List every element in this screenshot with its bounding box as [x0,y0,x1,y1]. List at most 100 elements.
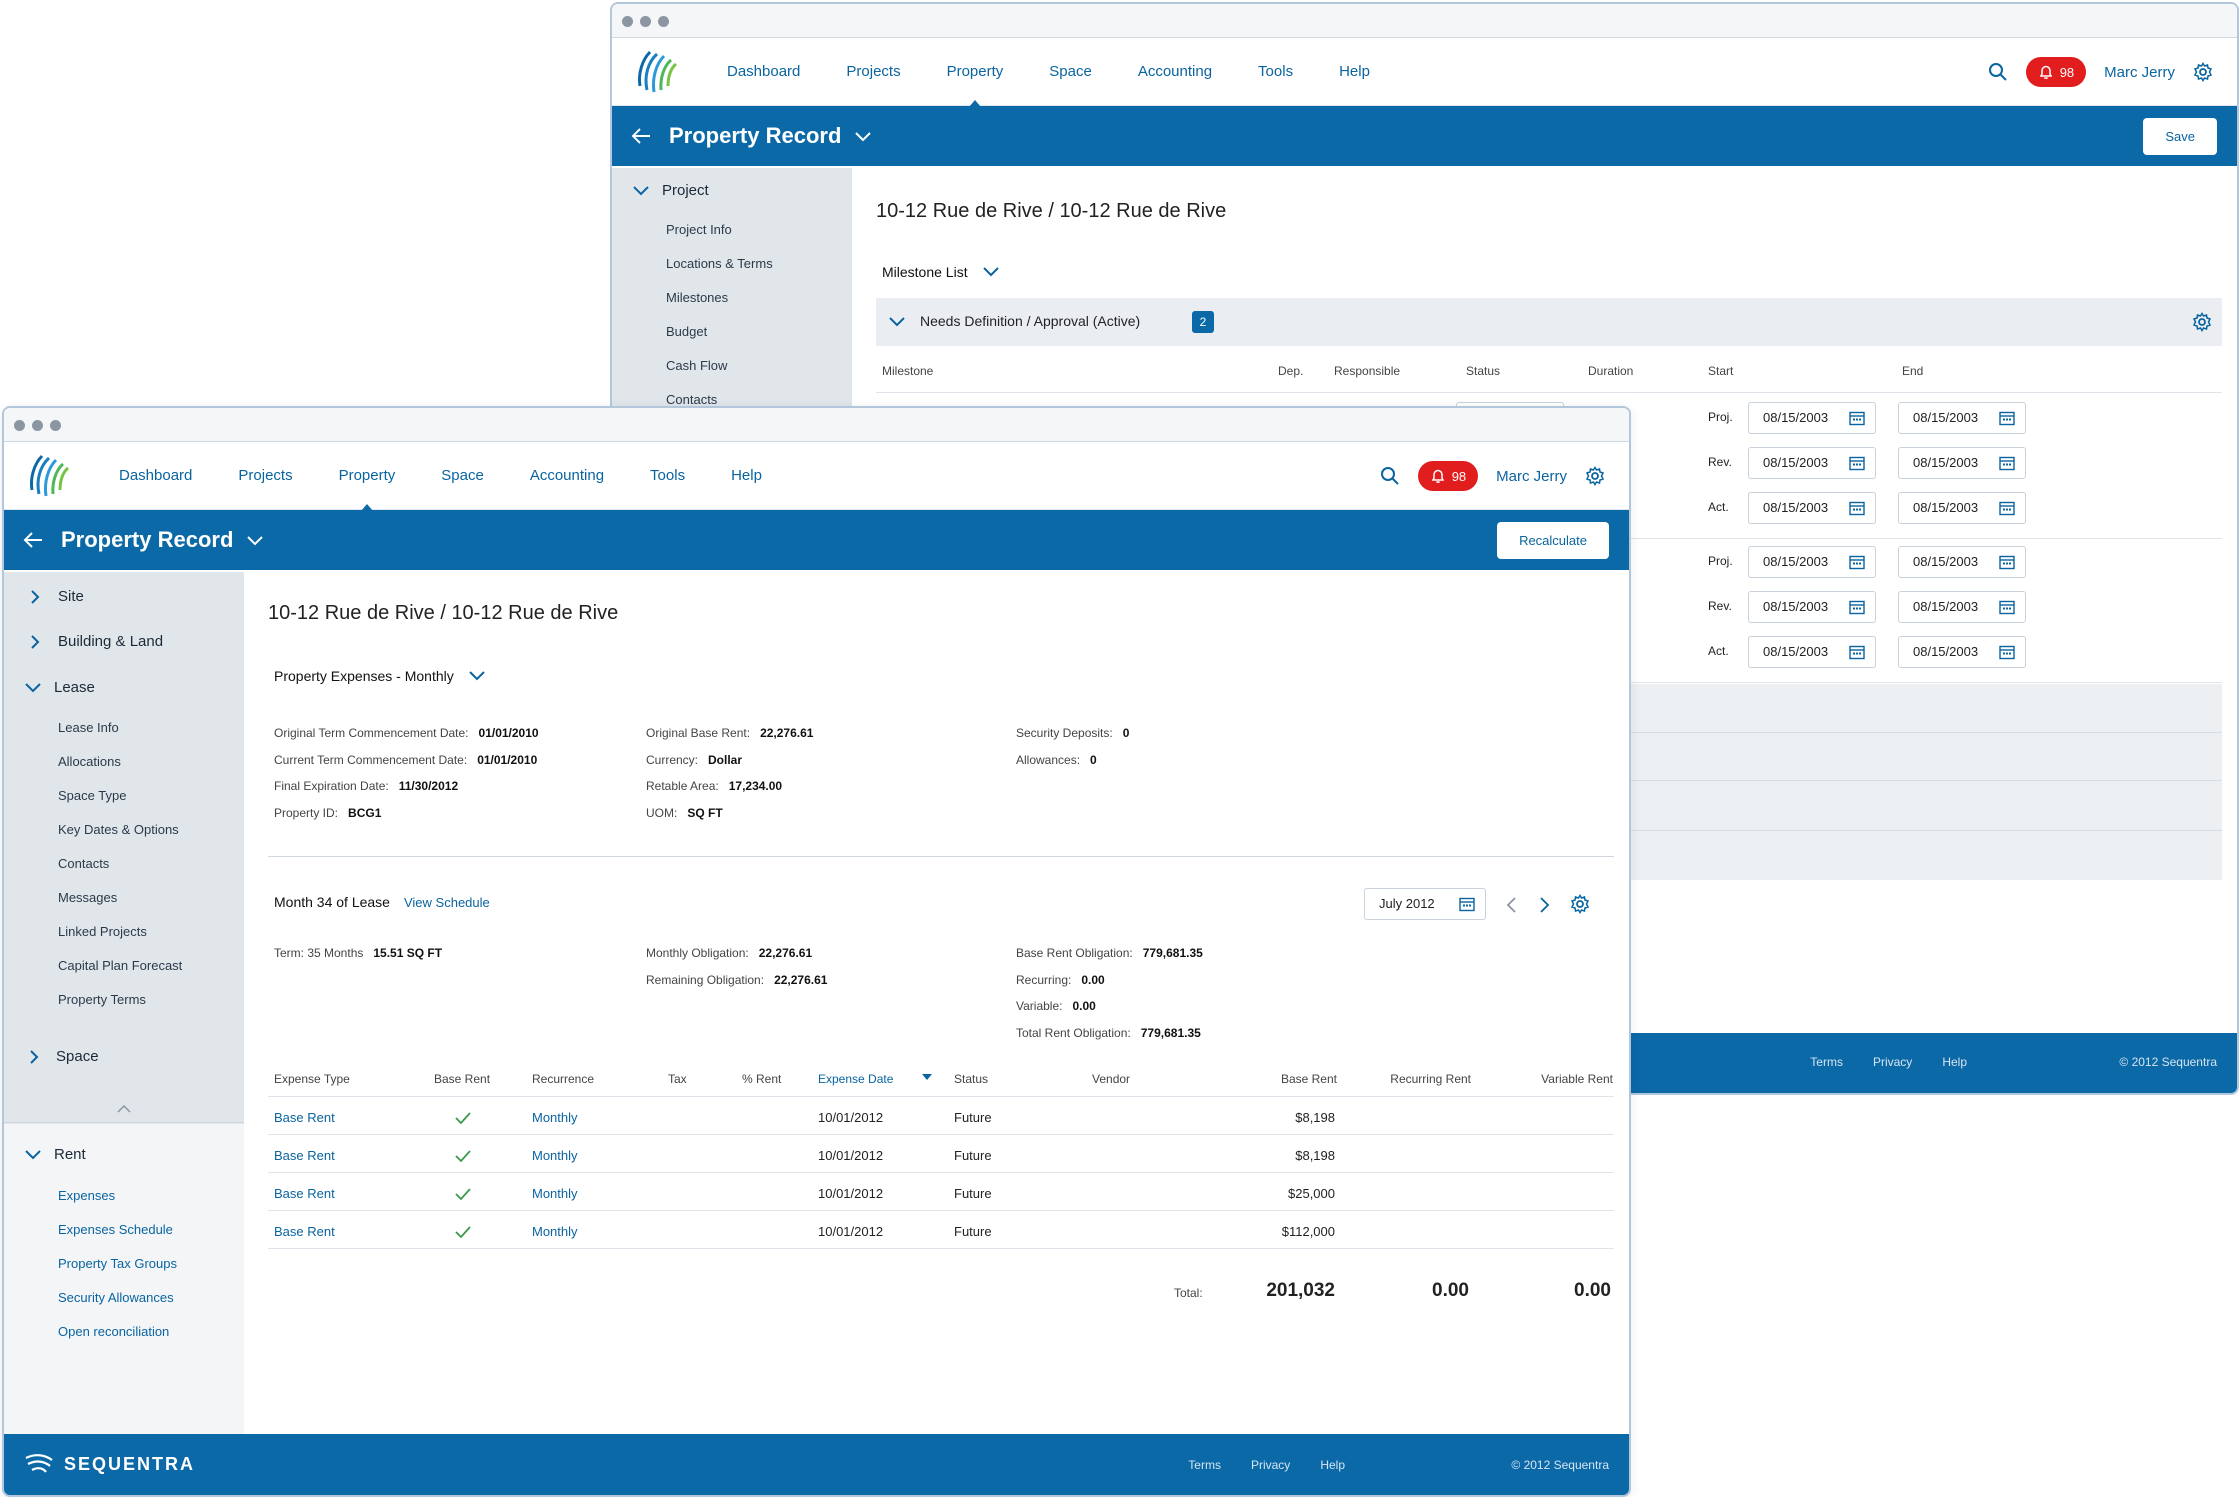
start-date-input[interactable]: 08/15/2003 [1748,591,1876,623]
start-date-input[interactable]: 08/15/2003 [1748,546,1876,578]
window-control[interactable] [640,16,651,27]
user-name[interactable]: Marc Jerry [1496,467,1567,485]
sidebar-section-site[interactable]: Site [4,588,84,605]
logo-icon[interactable] [630,46,682,98]
nav-help[interactable]: Help [1339,63,1370,80]
end-date-input[interactable]: 08/15/2003 [1898,447,2026,479]
user-name[interactable]: Marc Jerry [2104,63,2175,81]
sidebar-section-project[interactable]: Project [612,182,709,199]
expense-type-link[interactable]: Base Rent [274,1110,335,1125]
save-button[interactable]: Save [2143,118,2217,155]
start-date-input[interactable]: 08/15/2003 [1748,402,1876,434]
nav-space[interactable]: Space [1049,63,1092,80]
start-date-input[interactable]: 08/15/2003 [1748,492,1876,524]
end-date-input[interactable]: 08/15/2003 [1898,492,2026,524]
end-date-input[interactable]: 08/15/2003 [1898,636,2026,668]
recalculate-button[interactable]: Recalculate [1497,522,1609,559]
sidebar-item[interactable]: Capital Plan Forecast [58,958,183,973]
footer-link-terms[interactable]: Terms [1810,1055,1843,1069]
nav-property[interactable]: Property [339,442,395,511]
logo-icon[interactable] [22,450,74,502]
gear-icon[interactable] [2193,62,2213,82]
search-icon[interactable] [1988,62,2008,82]
window-control[interactable] [622,16,633,27]
nav-projects[interactable]: Projects [238,467,293,484]
view-schedule-link[interactable]: View Schedule [403,894,490,910]
gear-icon[interactable] [1570,894,1590,914]
sidebar-section-rent[interactable]: Rent [4,1146,86,1163]
search-icon[interactable] [1380,466,1400,486]
nav-accounting[interactable]: Accounting [1137,63,1213,80]
nav-accounting[interactable]: Accounting [529,467,605,484]
gear-icon[interactable] [1585,466,1605,486]
sidebar-item[interactable]: Budget [666,324,708,339]
sidebar-item[interactable]: Key Dates & Options [58,822,179,837]
month-date-picker[interactable]: July 2012 [1364,888,1486,920]
sidebar-item[interactable]: Contacts [58,856,110,871]
end-date-input[interactable]: 08/15/2003 [1898,402,2026,434]
notification-badge[interactable]: 98 [1417,461,1479,491]
sidebar-item[interactable]: Cash Flow [666,358,728,373]
notification-badge[interactable]: 98 [2025,57,2087,87]
window-control[interactable] [50,420,61,431]
recurrence-link[interactable]: Monthly [532,1148,578,1163]
window-control[interactable] [658,16,669,27]
expense-type-link[interactable]: Base Rent [274,1224,335,1239]
start-date-input[interactable]: 08/15/2003 [1748,636,1876,668]
chevron-down-icon[interactable] [854,128,872,144]
sort-desc-icon[interactable] [922,1074,932,1080]
back-arrow-icon[interactable] [22,530,44,550]
sidebar-section-lease[interactable]: Lease [4,679,95,696]
footer-link-help[interactable]: Help [1320,1458,1345,1472]
expense-type-link[interactable]: Base Rent [274,1186,335,1201]
recurrence-link[interactable]: Monthly [532,1224,578,1239]
sidebar-item[interactable]: Linked Projects [58,924,147,939]
chevron-right-icon[interactable] [1538,896,1550,914]
sidebar-item[interactable]: Lease Info [58,720,119,735]
nav-dashboard[interactable]: Dashboard [727,63,801,80]
nav-tools[interactable]: Tools [650,467,686,484]
nav-help[interactable]: Help [731,467,762,484]
recurrence-link[interactable]: Monthly [532,1110,578,1125]
window-control[interactable] [32,420,43,431]
nav-space[interactable]: Space [441,467,484,484]
collapse-up-icon[interactable] [116,1104,132,1114]
sidebar-item[interactable]: Property Terms [58,992,146,1007]
sidebar-item[interactable]: Locations & Terms [666,256,773,271]
sidebar-section-building-land[interactable]: Building & Land [4,633,163,650]
start-date-input[interactable]: 08/15/2003 [1748,447,1876,479]
chevron-down-icon[interactable] [246,532,264,548]
nav-projects[interactable]: Projects [846,63,901,80]
window-control[interactable] [14,420,25,431]
expense-type-link[interactable]: Base Rent [274,1148,335,1163]
back-arrow-icon[interactable] [630,126,652,146]
sidebar-link[interactable]: Expenses [58,1188,116,1203]
footer-link-privacy[interactable]: Privacy [1250,1458,1291,1472]
recurrence-link[interactable]: Monthly [532,1186,578,1201]
end-date-input[interactable]: 08/15/2003 [1898,591,2026,623]
sidebar-link[interactable]: Property Tax Groups [58,1256,177,1271]
nav-tools[interactable]: Tools [1258,63,1294,80]
sidebar-section-space[interactable]: Space [4,1048,99,1065]
sidebar-item[interactable]: Space Type [58,788,127,803]
gear-icon[interactable] [2192,312,2212,332]
sidebar-link[interactable]: Open reconciliation [58,1324,170,1339]
group-header[interactable]: Needs Definition / Approval (Active) 2 [876,298,2222,346]
sidebar-item[interactable]: Contacts [666,392,718,407]
sidebar-item[interactable]: Allocations [58,754,121,769]
nav-property[interactable]: Property [947,38,1003,107]
sidebar-item[interactable]: Messages [58,890,118,905]
col-header-expense-date[interactable]: Expense Date [818,1072,894,1086]
footer-link-terms[interactable]: Terms [1188,1458,1221,1472]
footer-link-privacy[interactable]: Privacy [1872,1055,1913,1069]
footer-link-help[interactable]: Help [1942,1055,1967,1069]
chevron-left-icon[interactable] [1506,896,1518,914]
sidebar-item[interactable]: Project Info [666,222,732,237]
milestone-list-title[interactable]: Milestone List [882,264,1000,280]
sidebar-link[interactable]: Security Allowances [58,1290,174,1305]
sidebar-item[interactable]: Milestones [666,290,729,305]
end-date-input[interactable]: 08/15/2003 [1898,546,2026,578]
nav-dashboard[interactable]: Dashboard [119,467,193,484]
sidebar-link[interactable]: Expenses Schedule [58,1222,173,1237]
expenses-title[interactable]: Property Expenses - Monthly [274,668,486,684]
